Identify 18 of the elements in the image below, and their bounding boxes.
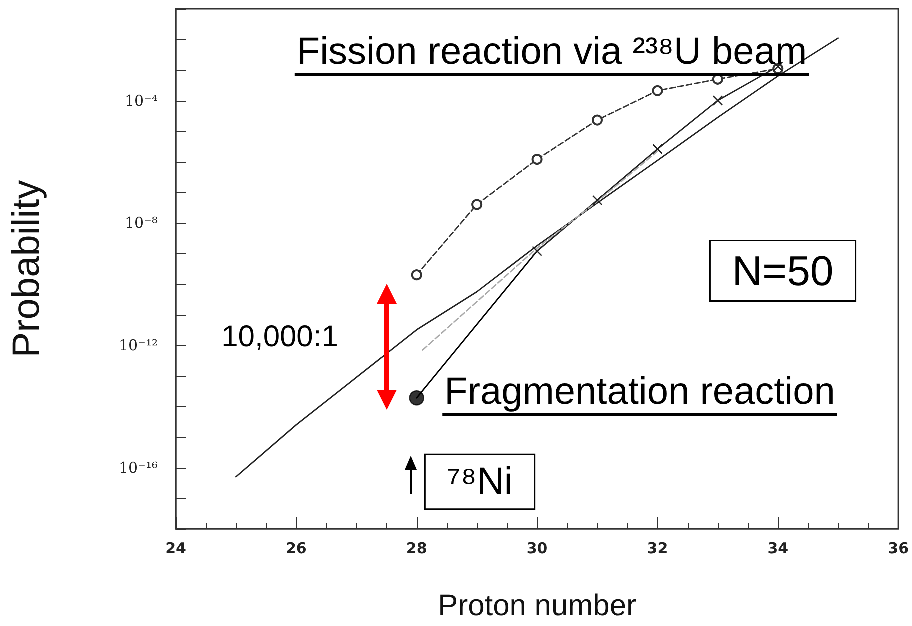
x-tick-label: 24 [166, 540, 186, 558]
x-tick-label: 26 [286, 540, 307, 558]
x-tick-label: 32 [647, 540, 668, 558]
annotation: Fission reaction via ²³⁸U beam [296, 31, 808, 73]
x-tick-label: 30 [526, 540, 548, 558]
y-tick-label: 10⁻¹² [118, 336, 158, 354]
annotation: Fragmentation reaction [444, 371, 836, 413]
annotation: ⁷⁸Ni [447, 461, 513, 503]
x-tick-label: 36 [888, 540, 909, 558]
x-tick-label: 34 [768, 540, 789, 558]
y-tick-label: 10⁻⁸ [124, 214, 158, 232]
y-tick-label: 10⁻⁴ [124, 92, 158, 110]
y-axis-title: Probability [6, 180, 48, 358]
x-tick-label: 28 [406, 540, 428, 558]
x-axis-title: Proton number [438, 590, 637, 622]
y-tick-label: 10⁻¹⁶ [118, 458, 158, 477]
annotation: 10,000:1 [222, 320, 338, 354]
annotation: N=50 [732, 248, 834, 294]
